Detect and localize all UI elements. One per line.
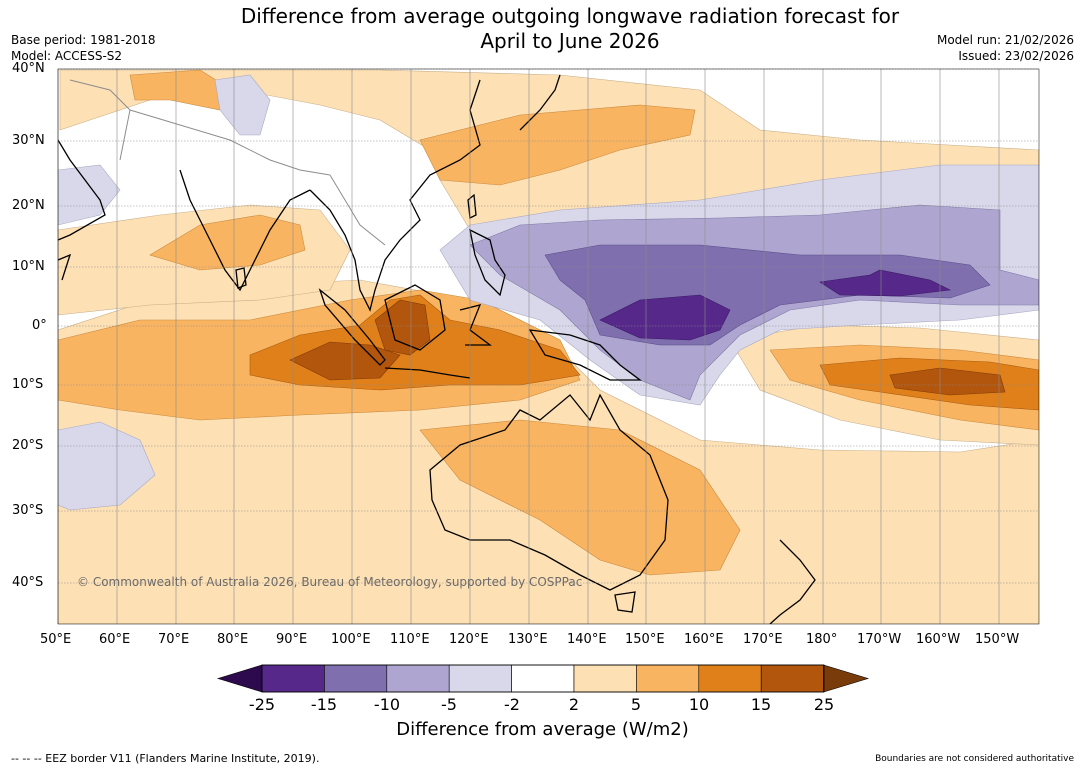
anomaly-fields bbox=[58, 69, 1039, 624]
coast-new-zealand bbox=[769, 539, 816, 624]
colorbar-cell bbox=[261, 664, 325, 693]
colorbar-tick: -10 bbox=[373, 695, 401, 714]
lat-label: 10°N bbox=[12, 259, 45, 274]
meta-right: Model run: 21/02/2026 Issued: 23/02/2026 bbox=[937, 32, 1074, 64]
base-period: Base period: 1981-2018 bbox=[11, 33, 156, 47]
border-middle-east bbox=[69, 79, 131, 161]
issued-date: Issued: 23/02/2026 bbox=[958, 49, 1074, 63]
coast-philippines bbox=[469, 228, 506, 297]
colorbar-tick: 5 bbox=[630, 695, 642, 714]
anomaly-orange-india bbox=[149, 214, 306, 271]
colorbar-cell bbox=[448, 664, 512, 693]
border-indochina bbox=[329, 174, 386, 246]
model-name: Model: ACCESS-S2 bbox=[11, 49, 123, 63]
colorbar-cell bbox=[573, 664, 637, 693]
colorbar-cell bbox=[760, 664, 824, 693]
lon-label: 110°E bbox=[390, 632, 430, 647]
colorbar-tick: 25 bbox=[813, 695, 835, 714]
lon-label: 170°W bbox=[857, 632, 902, 647]
colorbar-tick: 15 bbox=[750, 695, 772, 714]
lon-label: 150°W bbox=[975, 632, 1020, 647]
anomaly-light-purple-west bbox=[58, 164, 121, 226]
title-line-2: April to June 2026 bbox=[480, 29, 660, 53]
colorbar bbox=[216, 664, 870, 693]
coast-taiwan bbox=[467, 193, 477, 219]
anomaly-light-purple-southwest bbox=[58, 421, 156, 511]
colorbar-tick: 10 bbox=[688, 695, 710, 714]
anomaly-light-purple-tibet bbox=[214, 74, 271, 136]
colorbar-cell bbox=[698, 664, 762, 693]
colorbar-label: Difference from average (W/m2) bbox=[396, 719, 689, 740]
lat-label: 0° bbox=[32, 318, 47, 333]
lon-label: 120°E bbox=[449, 632, 489, 647]
colorbar-cell bbox=[823, 664, 870, 693]
coast-sumatra bbox=[318, 288, 386, 366]
colorbar-cell bbox=[324, 664, 388, 693]
lon-label: 100°E bbox=[331, 632, 371, 647]
coast-sri-lanka bbox=[235, 267, 247, 289]
lon-label: 130°E bbox=[508, 632, 548, 647]
colorbar-cell bbox=[386, 664, 450, 693]
coast-tasmania bbox=[614, 591, 636, 613]
lon-label: 140°E bbox=[567, 632, 607, 647]
colorbar-tick: -2 bbox=[504, 695, 520, 714]
lat-label: 10°S bbox=[12, 377, 44, 392]
lat-label: 30°N bbox=[12, 133, 45, 148]
chart-title: Difference from average outgoing longwav… bbox=[0, 4, 1085, 54]
coast-india bbox=[179, 169, 311, 292]
lon-label: 70°E bbox=[158, 632, 190, 647]
colorbar-cell bbox=[636, 664, 700, 693]
lat-label: 20°N bbox=[12, 198, 45, 213]
anomaly-deep-purple-equator bbox=[599, 294, 731, 341]
lat-label: 40°S bbox=[12, 575, 44, 590]
lon-label: 50°E bbox=[40, 632, 72, 647]
lat-label: 20°S bbox=[12, 438, 44, 453]
lon-label: 90°E bbox=[276, 632, 308, 647]
colorbar-cell bbox=[511, 664, 575, 693]
map-frame bbox=[57, 68, 1040, 625]
coast-australia bbox=[429, 393, 669, 591]
model-run: Model run: 21/02/2026 bbox=[936, 33, 1074, 47]
lon-label: 60°E bbox=[99, 632, 131, 647]
coast-arabia bbox=[58, 139, 106, 241]
eez-border-note: -- -- -- EEZ border V11 (Flanders Marine… bbox=[11, 752, 320, 765]
meta-left: Base period: 1981-2018 Model: ACCESS-S2 bbox=[11, 32, 156, 64]
coast-new-guinea bbox=[528, 329, 642, 381]
title-line-1: Difference from average outgoing longwav… bbox=[240, 4, 900, 28]
lon-label: 170°E bbox=[743, 632, 783, 647]
country-borders bbox=[69, 79, 386, 246]
colorbar-tick: -25 bbox=[248, 695, 276, 714]
lon-label: 160°W bbox=[916, 632, 961, 647]
anomaly-orange-australia bbox=[419, 419, 741, 576]
coast-africa bbox=[58, 253, 72, 281]
colorbar-tick: -5 bbox=[441, 695, 457, 714]
lon-label: 180° bbox=[806, 632, 838, 647]
coast-borneo bbox=[384, 284, 446, 351]
colorbar-frame bbox=[261, 664, 825, 693]
lon-label: 150°E bbox=[625, 632, 665, 647]
colorbar-tick: -15 bbox=[310, 695, 338, 714]
border-himalaya bbox=[129, 109, 331, 176]
colorbar-cell bbox=[216, 664, 263, 693]
colorbar-cells bbox=[216, 664, 870, 693]
boundary-disclaimer: Boundaries are not considered authoritat… bbox=[875, 754, 1074, 764]
coast-java bbox=[384, 367, 471, 379]
lat-label: 40°N bbox=[12, 61, 45, 76]
anomaly-brown-sumatra bbox=[289, 341, 401, 381]
coast-japan bbox=[519, 74, 561, 131]
lon-label: 160°E bbox=[684, 632, 724, 647]
lat-label: 30°S bbox=[12, 503, 44, 518]
colorbar-tick: 2 bbox=[568, 695, 580, 714]
copyright-notice: © Commonwealth of Australia 2026, Bureau… bbox=[77, 575, 583, 589]
lon-label: 80°E bbox=[217, 632, 249, 647]
